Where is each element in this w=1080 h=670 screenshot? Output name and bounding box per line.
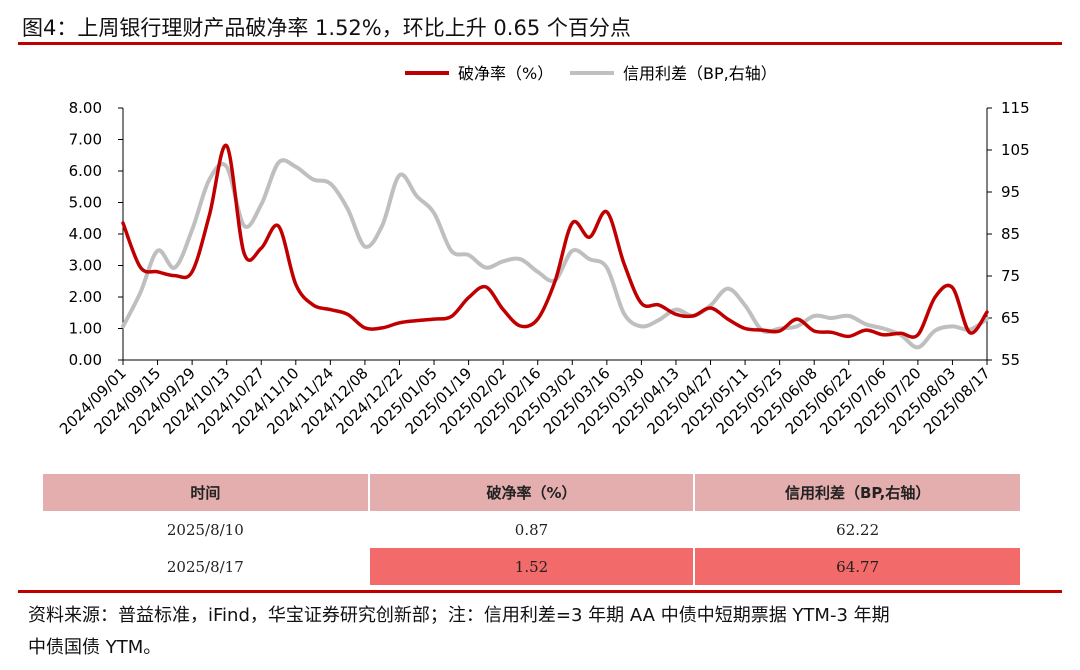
right-tick-label: 85 xyxy=(1001,225,1020,243)
table-header-cell: 时间 xyxy=(43,474,370,511)
table-row: 2025/8/17 1.52 64.77 xyxy=(43,548,1020,585)
top-rule xyxy=(18,42,1062,45)
left-tick-label: 8.00 xyxy=(69,99,102,117)
left-tick-label: 3.00 xyxy=(69,257,102,275)
source-note-line2: 中债国债 YTM。 xyxy=(28,637,162,658)
table-cell: 2025/8/10 xyxy=(43,511,370,548)
source-note-line1: 资料来源：普益标准，iFind，华宝证券研究创新部；注：信用利差=3 年期 AA… xyxy=(28,605,890,626)
legend-label: 信用利差（BP,右轴） xyxy=(623,64,777,83)
left-tick-label: 2.00 xyxy=(69,288,102,306)
table-header-cell: 信用利差（BP,右轴） xyxy=(694,474,1020,511)
right-tick-label: 95 xyxy=(1001,183,1020,201)
chart-axes xyxy=(118,107,992,365)
table-row: 2025/8/10 0.87 62.22 xyxy=(43,511,1020,548)
series-line-break-rate xyxy=(121,143,989,339)
left-tick-label: 7.00 xyxy=(69,131,102,149)
table-cell-highlight: 1.52 xyxy=(368,548,696,585)
series-line-credit-spread xyxy=(121,158,989,350)
data-table: 时间 破净率（%） 信用利差（BP,右轴） 2025/8/10 0.87 62.… xyxy=(43,474,1020,585)
left-tick-label: 1.00 xyxy=(69,320,102,338)
left-tick-label: 0.00 xyxy=(69,351,102,369)
left-tick-label: 6.00 xyxy=(69,162,102,180)
chart-tick-labels: 8.00 7.00 6.00 5.00 4.00 3.00 2.00 1.00 0.00 115 1… xyxy=(56,99,1030,438)
legend-item-break-rate: 破净率（%） xyxy=(405,64,553,83)
table-header-cell: 破净率（%） xyxy=(368,474,696,511)
table-cell: 2025/8/17 xyxy=(43,548,370,585)
source-note: 资料来源：普益标准，iFind，华宝证券研究创新部；注：信用利差=3 年期 AA… xyxy=(28,600,1058,664)
chart-legend: 破净率（%） 信用利差（BP,右轴） xyxy=(405,64,777,83)
figure-title: 图4：上周银行理财产品破净率 1.52%，环比上升 0.65 个百分点 xyxy=(22,16,631,40)
right-tick-label: 115 xyxy=(1001,99,1030,117)
chart-series xyxy=(121,143,989,350)
right-tick-label: 65 xyxy=(1001,309,1020,327)
bottom-rule xyxy=(18,590,1062,593)
left-tick-label: 5.00 xyxy=(69,194,102,212)
table-cell-highlight: 64.77 xyxy=(694,548,1020,585)
legend-label: 破净率（%） xyxy=(458,64,553,83)
line-chart: 破净率（%） 信用利差（BP,右轴） 8.00 7.00 6.00 5.00 4.00 3.… xyxy=(56,64,1030,438)
right-tick-label: 75 xyxy=(1001,267,1020,285)
table-cell: 0.87 xyxy=(368,511,696,548)
table-header-row: 时间 破净率（%） 信用利差（BP,右轴） xyxy=(43,474,1020,511)
left-tick-label: 4.00 xyxy=(69,225,102,243)
legend-item-credit-spread: 信用利差（BP,右轴） xyxy=(570,64,777,83)
right-tick-label: 55 xyxy=(1001,351,1020,369)
right-tick-label: 105 xyxy=(1001,141,1030,159)
table-cell: 62.22 xyxy=(694,511,1020,548)
